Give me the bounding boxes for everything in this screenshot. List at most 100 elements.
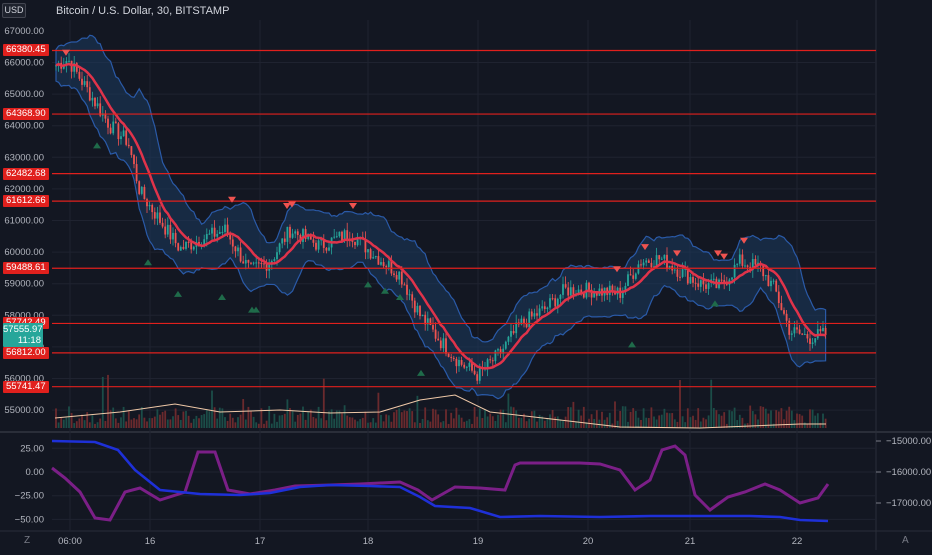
volume-bar [322, 378, 325, 428]
candle-body [439, 340, 442, 349]
volume-bar [642, 408, 645, 428]
volume-bar [421, 418, 424, 428]
volume-bar [608, 412, 611, 428]
candle-body [429, 318, 432, 326]
volume-bar [577, 409, 580, 428]
candle-body [660, 258, 663, 260]
volume-bar [73, 423, 76, 428]
volume-bar [536, 421, 538, 428]
candle-body [811, 342, 814, 344]
candle-body [151, 204, 154, 213]
candle-body [148, 204, 151, 207]
volume-bar [517, 417, 520, 428]
volume-bar [556, 416, 559, 428]
volume-bar [590, 414, 593, 428]
candle-body [525, 323, 528, 328]
candle-body [803, 334, 806, 336]
volume-bar [606, 417, 609, 428]
candle-body [312, 239, 315, 243]
volume-bar [733, 407, 736, 428]
candle-body [203, 239, 206, 247]
candle-body [455, 358, 458, 367]
volume-bar [57, 422, 60, 428]
candle-body [437, 338, 440, 341]
oscillator-pane: 25.00 0.00 −25.00 −50.00 −15000.00 −16000.00 −… [15, 436, 932, 525]
candle-body [75, 63, 78, 72]
volume-bar [777, 411, 780, 428]
volume-bar [543, 420, 546, 428]
buy-marker [364, 281, 372, 288]
candle-body [161, 222, 164, 227]
candle-body [668, 265, 671, 270]
bollinger-band [55, 34, 827, 400]
sell-marker [714, 250, 722, 257]
candle-body [133, 155, 135, 165]
candle-body [634, 273, 637, 279]
volume-bar [112, 407, 115, 428]
volume-bar [471, 423, 473, 428]
volume-bar [239, 414, 242, 428]
buy-marker [218, 294, 226, 301]
candle-body [673, 269, 676, 271]
volume-bar [624, 406, 627, 428]
price-tick-label: 66000.00 [4, 58, 44, 69]
osc-left-tick: −25.00 [15, 491, 44, 502]
candle-body [73, 63, 76, 72]
candle-body [78, 71, 81, 79]
candle-body [533, 313, 536, 317]
candle-body [611, 285, 614, 291]
candle-body [473, 370, 476, 375]
candle-body [645, 260, 648, 263]
volume-bar [369, 422, 372, 428]
volume-bar [216, 418, 219, 428]
osc-left-tick: 0.00 [26, 467, 45, 478]
candle-body [356, 239, 359, 246]
time-axis-label: 20 [583, 536, 594, 547]
candle-body [478, 367, 481, 381]
volume-bar [140, 407, 143, 428]
buy-marker [174, 290, 182, 297]
volume-bar [255, 422, 258, 428]
candle-body [676, 269, 679, 277]
candle-body [205, 234, 208, 240]
candle-body [192, 246, 195, 250]
candle-body [624, 285, 627, 292]
level-price-label: 56812.00 [3, 346, 49, 359]
volume-bar [676, 421, 679, 428]
candle-body [88, 87, 91, 101]
volume-bar [361, 417, 364, 428]
volume-bar [286, 399, 289, 428]
auto-scale-a-button[interactable]: A [902, 535, 909, 546]
candle-body [549, 298, 551, 308]
volume-bar [133, 418, 135, 428]
candle-body [91, 97, 94, 101]
candle-body [679, 276, 681, 278]
candle-body [569, 287, 572, 296]
volume-bar [525, 421, 528, 428]
auto-scale-z-button[interactable]: Z [24, 535, 31, 546]
candle-body [281, 238, 284, 244]
currency-button[interactable]: USD [2, 3, 26, 18]
time-axis-label: 18 [363, 536, 374, 547]
volume-bar [296, 414, 299, 428]
candle-body [637, 264, 640, 274]
candle-body [642, 262, 645, 266]
candle-body [291, 233, 294, 238]
candle-body [237, 247, 239, 252]
volume-bar [172, 416, 174, 428]
candle-body [507, 336, 510, 342]
candle-body [419, 305, 421, 317]
candle-body [816, 329, 819, 339]
volume-bar [250, 410, 252, 428]
volume-bar [101, 376, 104, 428]
candle-body [224, 224, 226, 232]
candle-body [692, 277, 694, 283]
volume-bar [658, 415, 661, 428]
candle-body [738, 254, 741, 264]
volume-bar [484, 409, 486, 428]
time-axis-label: 21 [685, 536, 696, 547]
candle-body [333, 236, 336, 238]
volume-bar [694, 419, 697, 428]
